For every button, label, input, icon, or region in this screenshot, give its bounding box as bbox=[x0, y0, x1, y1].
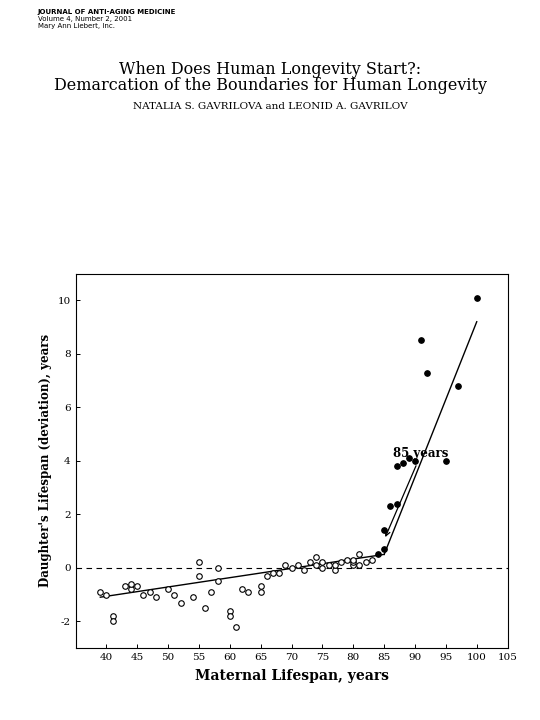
Point bbox=[380, 544, 388, 555]
Text: NATALIA S. GAVRILOVA and LEONID A. GAVRILOV: NATALIA S. GAVRILOVA and LEONID A. GAVRI… bbox=[133, 102, 407, 111]
Point bbox=[399, 458, 407, 469]
Point bbox=[232, 621, 240, 632]
Point bbox=[213, 575, 222, 587]
Point bbox=[454, 380, 463, 392]
Point bbox=[275, 567, 284, 579]
Point bbox=[244, 586, 253, 598]
Point bbox=[139, 589, 148, 600]
Point bbox=[133, 581, 141, 593]
Point bbox=[325, 559, 333, 571]
Point bbox=[442, 455, 450, 467]
Point bbox=[355, 559, 364, 571]
Y-axis label: Daughter's Lifespan (deviation), years: Daughter's Lifespan (deviation), years bbox=[39, 334, 52, 588]
Point bbox=[472, 292, 481, 303]
Point bbox=[287, 562, 296, 574]
Point bbox=[145, 586, 154, 598]
Point bbox=[170, 589, 179, 600]
Point bbox=[201, 602, 210, 613]
Point bbox=[330, 564, 339, 576]
Point bbox=[349, 557, 357, 568]
Point bbox=[127, 583, 136, 595]
Point bbox=[312, 559, 321, 571]
Point bbox=[293, 559, 302, 571]
Text: Mary Ann Liebert, Inc.: Mary Ann Liebert, Inc. bbox=[38, 23, 115, 29]
Point bbox=[256, 581, 265, 593]
Text: When Does Human Longevity Start?:: When Does Human Longevity Start?: bbox=[119, 61, 421, 78]
Point bbox=[262, 570, 271, 582]
Point bbox=[330, 559, 339, 571]
Point bbox=[109, 610, 117, 621]
Point bbox=[213, 562, 222, 574]
Point bbox=[318, 562, 327, 574]
Text: 85 years: 85 years bbox=[386, 447, 449, 536]
Point bbox=[343, 554, 352, 565]
Point bbox=[355, 549, 364, 560]
Point bbox=[411, 455, 420, 467]
Point bbox=[238, 583, 247, 595]
Point bbox=[269, 567, 278, 579]
Point bbox=[127, 578, 136, 590]
Point bbox=[226, 605, 234, 616]
Point bbox=[120, 581, 129, 593]
Point bbox=[306, 557, 314, 568]
Point bbox=[300, 564, 308, 576]
Point bbox=[404, 452, 413, 464]
Point bbox=[349, 559, 357, 571]
Point bbox=[368, 554, 376, 565]
Point bbox=[109, 616, 117, 627]
Text: JOURNAL OF ANTI-AGING MEDICINE: JOURNAL OF ANTI-AGING MEDICINE bbox=[38, 9, 176, 14]
X-axis label: Maternal Lifespan, years: Maternal Lifespan, years bbox=[194, 669, 389, 683]
Text: Demarcation of the Boundaries for Human Longevity: Demarcation of the Boundaries for Human … bbox=[53, 77, 487, 94]
Point bbox=[176, 597, 185, 608]
Point bbox=[318, 557, 327, 568]
Point bbox=[386, 500, 395, 512]
Point bbox=[256, 586, 265, 598]
Point bbox=[96, 586, 105, 598]
Point bbox=[226, 610, 234, 621]
Point bbox=[374, 549, 382, 560]
Point bbox=[392, 498, 401, 509]
Point bbox=[336, 557, 345, 568]
Point bbox=[207, 586, 215, 598]
Point bbox=[152, 591, 160, 603]
Point bbox=[281, 559, 290, 571]
Text: Volume 4, Number 2, 2001: Volume 4, Number 2, 2001 bbox=[38, 16, 132, 22]
Point bbox=[392, 460, 401, 472]
Point bbox=[417, 335, 426, 346]
Point bbox=[102, 589, 111, 600]
Point bbox=[188, 591, 197, 603]
Point bbox=[349, 554, 357, 565]
Point bbox=[195, 557, 204, 568]
Point bbox=[361, 557, 370, 568]
Point bbox=[423, 366, 431, 378]
Point bbox=[380, 525, 388, 536]
Point bbox=[164, 583, 172, 595]
Point bbox=[312, 552, 321, 563]
Point bbox=[195, 570, 204, 582]
